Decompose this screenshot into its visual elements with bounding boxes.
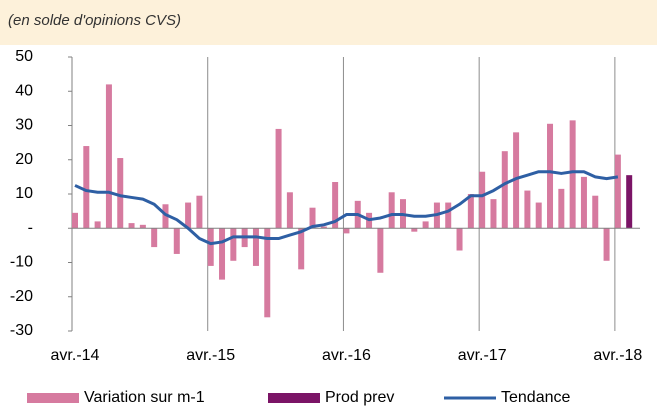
legend-swatch xyxy=(268,393,320,403)
y-tick-label: 30 xyxy=(15,117,33,134)
bar xyxy=(196,195,203,229)
bar xyxy=(94,221,101,229)
trend-line xyxy=(74,170,619,246)
y-tick-label: 40 xyxy=(15,82,33,99)
bar xyxy=(411,228,418,232)
bar xyxy=(151,228,158,248)
bar xyxy=(275,128,282,229)
bar xyxy=(139,224,146,229)
header-band xyxy=(0,0,657,45)
x-tick-label: avr.-15 xyxy=(186,347,235,364)
bar xyxy=(298,228,305,270)
bar xyxy=(117,158,124,229)
y-tick-label: 10 xyxy=(15,185,33,202)
chart-subtitle: (en solde d'opinions CVS) xyxy=(8,12,181,29)
bar xyxy=(422,221,429,229)
bar xyxy=(614,154,621,229)
bar xyxy=(162,204,169,229)
y-tick-label: - xyxy=(28,219,33,236)
bar xyxy=(173,228,180,254)
bar xyxy=(524,190,531,229)
bar xyxy=(626,175,633,229)
bar xyxy=(445,202,452,229)
legend-swatch xyxy=(27,393,79,403)
bar xyxy=(456,228,463,251)
bar xyxy=(72,212,78,229)
x-tick-label: avr.-17 xyxy=(458,347,507,364)
x-tick-label: avr.-18 xyxy=(593,347,642,364)
bar xyxy=(592,195,599,229)
bar xyxy=(377,228,384,273)
bar xyxy=(569,120,576,229)
bar xyxy=(501,151,508,229)
bar xyxy=(332,182,339,229)
bar xyxy=(83,146,90,229)
bar xyxy=(320,226,327,229)
bar xyxy=(128,223,135,229)
bar xyxy=(388,192,395,229)
bar xyxy=(286,192,293,229)
bar xyxy=(309,207,316,229)
legend-label: Variation sur m-1 xyxy=(84,389,205,406)
bar xyxy=(343,228,350,234)
y-tick-label: 20 xyxy=(15,151,33,168)
bar xyxy=(207,228,214,266)
bar xyxy=(230,228,237,261)
bar xyxy=(105,84,112,229)
bar xyxy=(467,194,474,229)
bar xyxy=(535,202,542,229)
bar xyxy=(547,123,554,229)
bar xyxy=(219,228,226,280)
bar xyxy=(264,228,271,318)
y-tick-label: -20 xyxy=(10,288,33,305)
bar xyxy=(558,188,565,229)
bar xyxy=(185,202,192,229)
legend-label: Tendance xyxy=(501,389,570,406)
bar xyxy=(603,228,610,261)
bar xyxy=(252,228,259,266)
y-tick-label: -30 xyxy=(10,322,33,339)
legend-label: Prod prev xyxy=(325,389,394,406)
x-tick-label: avr.-16 xyxy=(322,347,371,364)
bar xyxy=(490,199,497,229)
bar xyxy=(580,176,587,229)
bar xyxy=(513,132,520,229)
x-tick-label: avr.-14 xyxy=(51,347,100,364)
y-tick-label: -10 xyxy=(10,254,33,271)
y-tick-label: 50 xyxy=(15,48,33,65)
bar xyxy=(479,171,486,229)
